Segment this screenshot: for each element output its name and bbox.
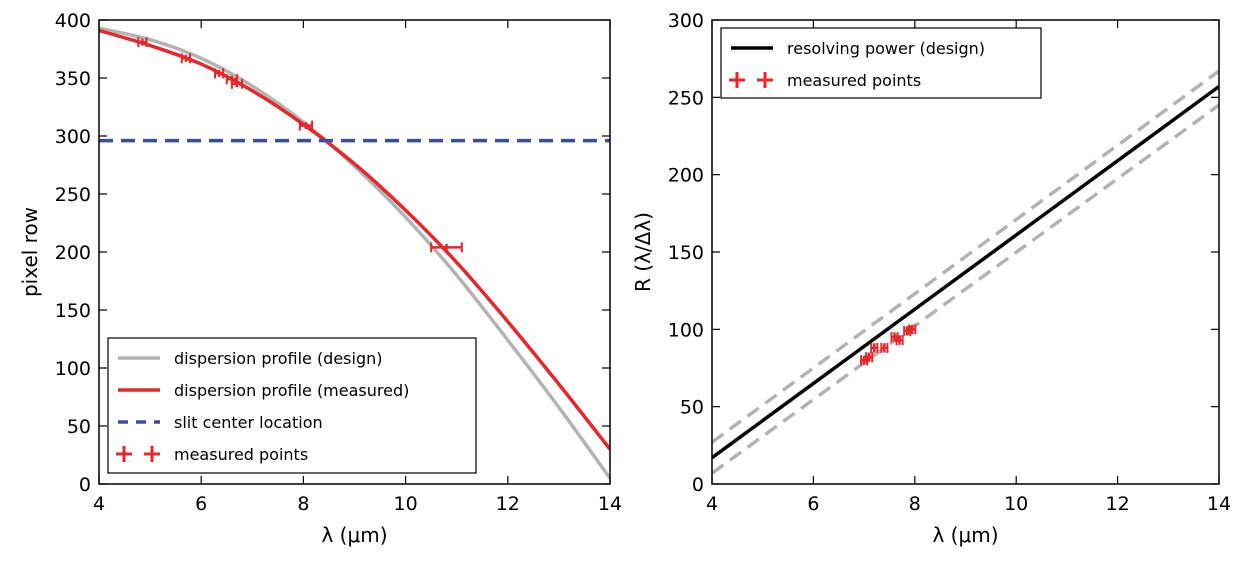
- data-point: [870, 342, 879, 353]
- y-tick-label: 50: [680, 397, 704, 419]
- legend-item: slit center location: [118, 413, 323, 432]
- data-point: [180, 53, 191, 64]
- x-tick-label: 14: [598, 493, 622, 515]
- x-axis-label: λ (μm): [932, 523, 998, 547]
- y-tick-label: 150: [668, 242, 704, 264]
- y-tick-label: 50: [67, 416, 91, 438]
- legend-label: dispersion profile (design): [174, 349, 383, 368]
- series-1-line: [712, 69, 1219, 444]
- series-group: [99, 26, 610, 480]
- data-point: [865, 352, 874, 363]
- y-tick-label: 200: [55, 242, 91, 264]
- y-tick-label: 100: [55, 358, 91, 380]
- data-point: [230, 78, 244, 89]
- x-axis-label: λ (μm): [321, 523, 387, 547]
- x-tick-label: 6: [807, 493, 819, 515]
- series-dispersion-profile-design-line: [99, 26, 610, 480]
- y-tick-label: 250: [55, 184, 91, 206]
- legend-item: dispersion profile (design): [118, 349, 383, 368]
- x-tick-label: 8: [909, 493, 921, 515]
- y-tick-label: 0: [692, 474, 704, 496]
- x-tick-label: 4: [706, 493, 718, 515]
- series-group: [712, 69, 1219, 475]
- y-tick-label: 250: [668, 87, 704, 109]
- chart-dispersion-profile: 4 6 8 10 12 14 0 50 100 150 200 250 300 350 400 λ (μm) p…: [18, 10, 622, 547]
- data-point: [880, 342, 889, 353]
- legend-box: [720, 27, 1042, 99]
- y-tick-label: 200: [668, 165, 704, 187]
- data-point: [137, 37, 148, 48]
- data-point: [895, 335, 904, 346]
- legend-item: resolving power (design): [731, 39, 985, 58]
- x-tick-label: 10: [394, 493, 418, 515]
- y-tick-label: 350: [55, 68, 91, 90]
- legend-item: measured points: [729, 71, 921, 90]
- series-resolving-power-design-line: [712, 85, 1219, 460]
- legend-box: [107, 337, 477, 474]
- x-tick-label: 4: [93, 493, 105, 515]
- y-tick-label: 400: [55, 10, 91, 32]
- data-point: [213, 68, 225, 79]
- chart-resolving-power: 4 6 8 10 12 14 0 50 100 150 200 250 300 λ (μm) R (λ/Δλ…: [631, 10, 1231, 547]
- data-point: [298, 120, 314, 131]
- y-axis-label: R (λ/Δλ): [631, 212, 655, 292]
- legend-label: dispersion profile (measured): [174, 381, 409, 400]
- x-tick-label: 6: [195, 493, 207, 515]
- y-tick-label: 150: [55, 300, 91, 322]
- x-tick-label: 8: [297, 493, 309, 515]
- legend-label: measured points: [787, 71, 921, 90]
- x-tick-label: 14: [1207, 493, 1231, 515]
- legend: dispersion profile (design) dispersion pr…: [107, 337, 477, 474]
- x-tick-label: 10: [1004, 493, 1028, 515]
- x-tick-label: 12: [1106, 493, 1130, 515]
- series-2-line: [712, 103, 1219, 475]
- y-tick-label: 0: [79, 474, 91, 496]
- legend: resolving power (design) measured points: [720, 27, 1042, 99]
- y-tick-label: 300: [55, 126, 91, 148]
- data-point: [430, 242, 463, 253]
- legend-label: slit center location: [174, 413, 323, 432]
- y-axis-label: pixel row: [18, 207, 42, 297]
- data-point: [908, 324, 917, 335]
- y-tick-label: 100: [668, 319, 704, 341]
- legend-label: resolving power (design): [787, 39, 985, 58]
- y-tick-label: 300: [668, 10, 704, 32]
- legend-item: measured points: [116, 445, 308, 464]
- legend-label: measured points: [174, 445, 308, 464]
- series-dispersion-profile-measured-line: [99, 28, 610, 451]
- x-tick-label: 12: [496, 493, 520, 515]
- legend-item: dispersion profile (measured): [118, 381, 409, 400]
